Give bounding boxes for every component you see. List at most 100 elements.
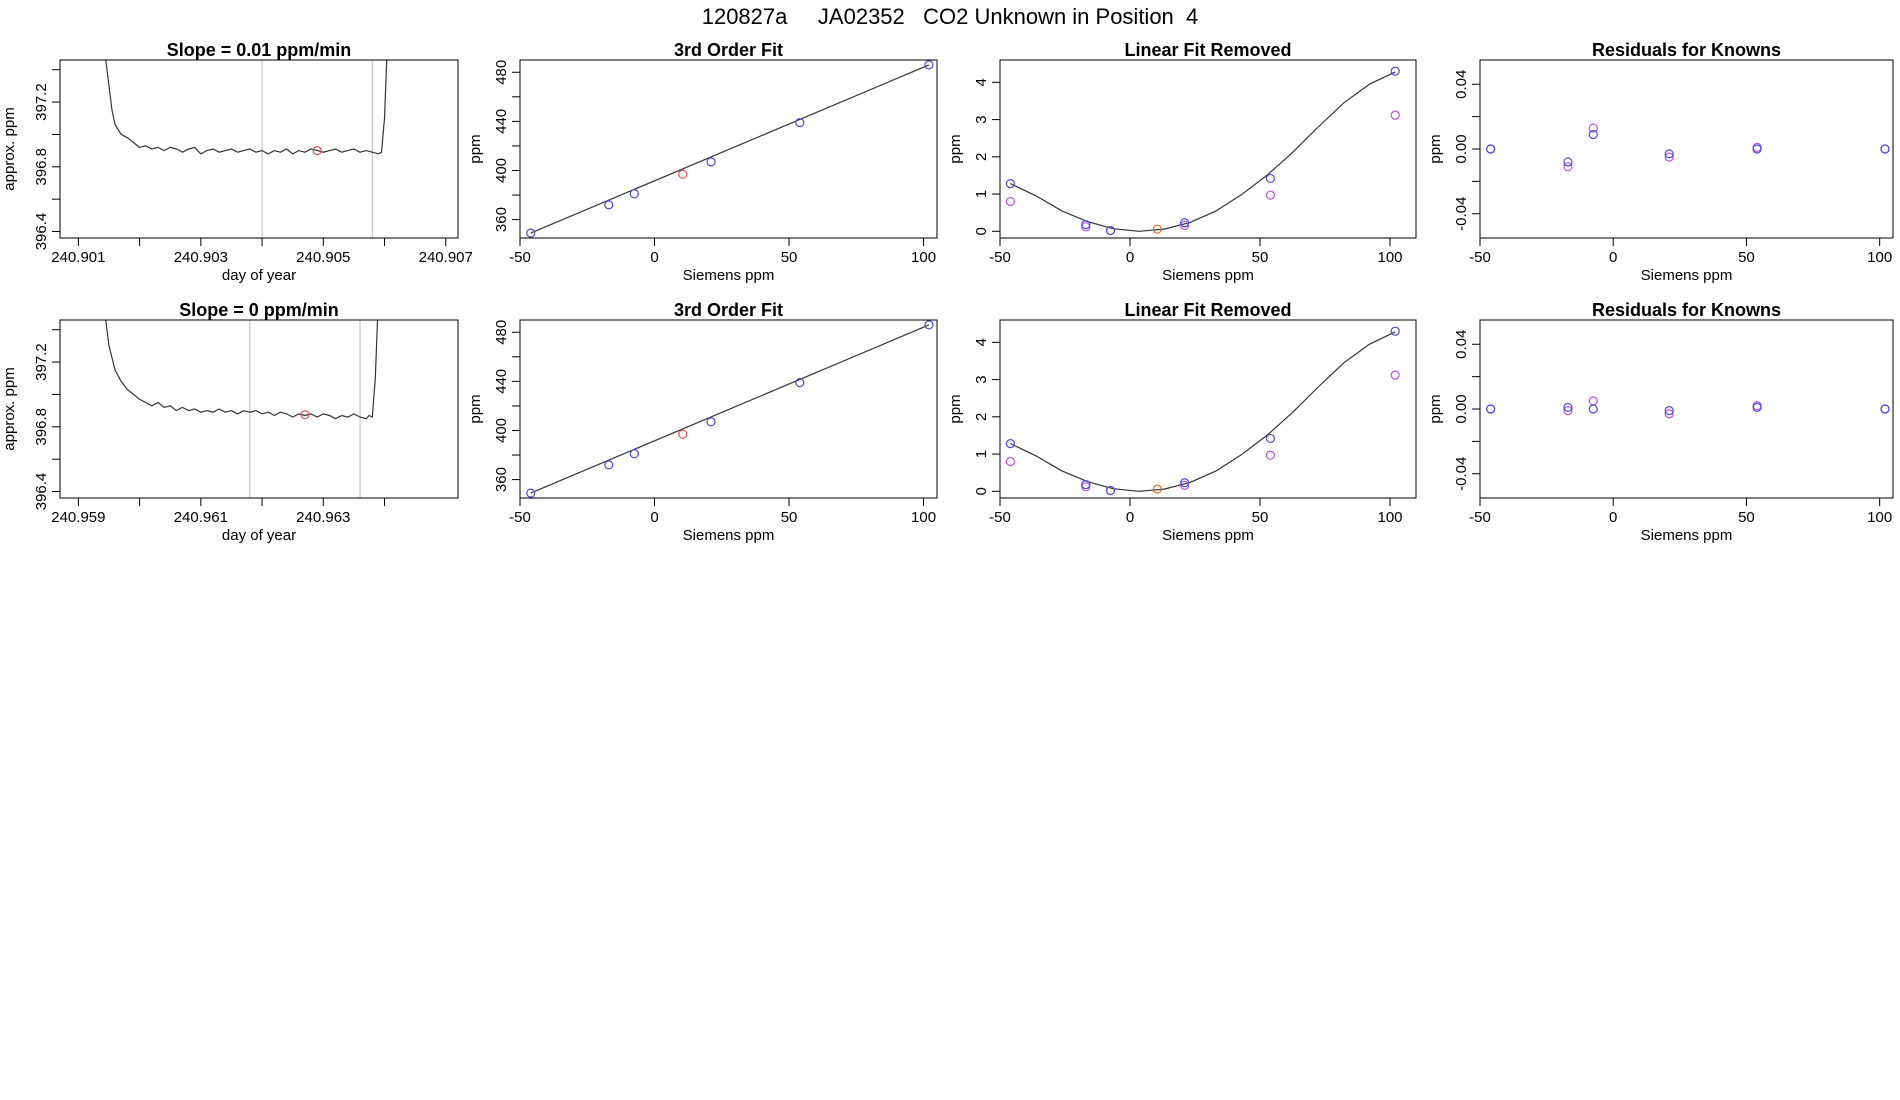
data-point-known bbox=[1880, 144, 1890, 154]
chart-title: Linear Fit Removed bbox=[1124, 300, 1291, 320]
x-tick-label: 240.905 bbox=[296, 249, 350, 266]
x-tick-label: 0 bbox=[1609, 249, 1617, 266]
x-tick-label: 100 bbox=[911, 249, 936, 266]
data-point-known bbox=[1390, 66, 1400, 76]
x-tick-label: -50 bbox=[989, 509, 1011, 526]
data-point-unknown bbox=[1152, 484, 1162, 494]
x-tick-label: 50 bbox=[1252, 509, 1269, 526]
y-tick-label: -0.04 bbox=[1453, 457, 1470, 491]
y-tick-label: 1 bbox=[973, 450, 990, 458]
y-tick-label: 4 bbox=[973, 78, 990, 86]
data-point-known bbox=[924, 320, 934, 330]
fit-curve bbox=[1010, 331, 1396, 492]
y-tick-label: 0.04 bbox=[1453, 70, 1470, 99]
plot-data bbox=[105, 320, 379, 498]
data-trace bbox=[105, 60, 388, 155]
plot-data bbox=[1486, 396, 1890, 419]
x-axis-label: Siemens ppm bbox=[683, 267, 775, 284]
panel-0-3: Residuals for Knowns -50 0 50 100 Siemens ppm… bbox=[1427, 40, 1894, 284]
plot-frame bbox=[999, 59, 1417, 239]
data-point-known bbox=[1588, 404, 1598, 414]
y-tick-label: 2 bbox=[973, 413, 990, 421]
x-tick-label: 0 bbox=[650, 509, 658, 526]
data-point-secondary bbox=[1005, 196, 1016, 207]
y-axis-label: ppm bbox=[947, 394, 964, 423]
y-tick-label: 396.8 bbox=[33, 408, 50, 446]
x-tick-label: 240.901 bbox=[51, 249, 105, 266]
x-tick-label: 50 bbox=[781, 249, 798, 266]
x-tick-label: 240.963 bbox=[296, 509, 350, 526]
y-tick-label: 2 bbox=[973, 153, 990, 161]
y-tick-label: 0.00 bbox=[1453, 394, 1470, 423]
data-point-secondary bbox=[1588, 123, 1598, 133]
data-point-known bbox=[1081, 479, 1091, 490]
chart-title: Residuals for Knowns bbox=[1592, 40, 1781, 60]
data-point-secondary bbox=[1005, 456, 1016, 467]
x-tick-label: 0 bbox=[1609, 509, 1617, 526]
y-tick-label: 397.2 bbox=[33, 83, 50, 121]
data-point-known bbox=[1588, 129, 1598, 140]
y-axis-label: ppm bbox=[1427, 394, 1444, 423]
y-tick-label: -0.04 bbox=[1453, 197, 1470, 231]
x-tick-label: 50 bbox=[1738, 509, 1755, 526]
mean-marker bbox=[312, 146, 322, 156]
data-point-known bbox=[795, 378, 805, 388]
fit-line bbox=[530, 324, 930, 494]
y-tick-label: 440 bbox=[493, 369, 510, 394]
y-tick-label: 440 bbox=[493, 109, 510, 134]
data-point-known bbox=[1752, 144, 1762, 154]
y-tick-label: 400 bbox=[493, 158, 510, 183]
data-point-secondary bbox=[1664, 152, 1674, 162]
panel-0-0: Slope = 0.01 ppm/min 240.901 240.903 240.90… bbox=[1, 40, 473, 284]
x-tick-label: 240.959 bbox=[51, 509, 105, 526]
data-point-known bbox=[1265, 173, 1276, 184]
x-tick-label: 100 bbox=[1377, 509, 1402, 526]
x-tick-label: 240.961 bbox=[174, 509, 228, 526]
data-point-known bbox=[1105, 225, 1116, 236]
x-tick-label: 100 bbox=[1867, 509, 1892, 526]
y-tick-label: 400 bbox=[493, 418, 510, 443]
y-axis-label: ppm bbox=[467, 134, 484, 163]
data-point-secondary bbox=[1265, 190, 1276, 200]
x-axis-label: Siemens ppm bbox=[1162, 267, 1254, 284]
plot-data bbox=[1005, 326, 1400, 496]
plot-frame bbox=[59, 319, 459, 499]
chart-title: 3rd Order Fit bbox=[674, 300, 783, 320]
x-axis-label: Siemens ppm bbox=[683, 527, 775, 544]
x-axis-label: day of year bbox=[222, 267, 296, 284]
x-tick-label: -50 bbox=[989, 249, 1011, 266]
x-tick-label: 240.903 bbox=[174, 249, 228, 266]
chart-title: Linear Fit Removed bbox=[1124, 40, 1291, 60]
data-point-unknown bbox=[678, 429, 688, 439]
panel-1-1: 3rd Order Fit -50 0 50 100 Siemens ppm 360 400 4… bbox=[467, 300, 938, 544]
plot-frame bbox=[1479, 59, 1894, 239]
plot-frame bbox=[59, 59, 459, 239]
x-tick-label: 240.907 bbox=[419, 249, 473, 266]
data-point-known bbox=[1664, 149, 1674, 159]
x-axis-label: Siemens ppm bbox=[1641, 527, 1733, 544]
data-point-known bbox=[1179, 478, 1190, 488]
x-tick-label: 50 bbox=[781, 509, 798, 526]
data-point-known bbox=[526, 488, 536, 498]
x-tick-label: 100 bbox=[1377, 249, 1402, 266]
data-point-known bbox=[1486, 404, 1496, 414]
panel-0-2: Linear Fit Removed -50 0 50 100 Siemens ppm 0 1… bbox=[947, 40, 1417, 284]
y-tick-label: 0.00 bbox=[1453, 134, 1470, 163]
x-axis-label: day of year bbox=[222, 527, 296, 544]
data-point-known bbox=[629, 449, 639, 459]
data-point-known bbox=[629, 189, 639, 199]
data-point-known bbox=[1563, 157, 1573, 167]
y-tick-label: 396.4 bbox=[33, 473, 50, 511]
data-point-known bbox=[706, 157, 716, 167]
x-tick-label: 50 bbox=[1738, 249, 1755, 266]
chart-title: Slope = 0 ppm/min bbox=[179, 300, 339, 320]
data-point-known bbox=[1664, 406, 1674, 416]
data-point-known bbox=[1005, 439, 1016, 449]
x-tick-label: -50 bbox=[509, 249, 531, 266]
data-point-known bbox=[1265, 433, 1276, 444]
y-tick-label: 480 bbox=[493, 320, 510, 345]
chart-title: 3rd Order Fit bbox=[674, 40, 783, 60]
plot-data bbox=[1486, 123, 1890, 172]
data-point-known bbox=[1105, 485, 1116, 496]
